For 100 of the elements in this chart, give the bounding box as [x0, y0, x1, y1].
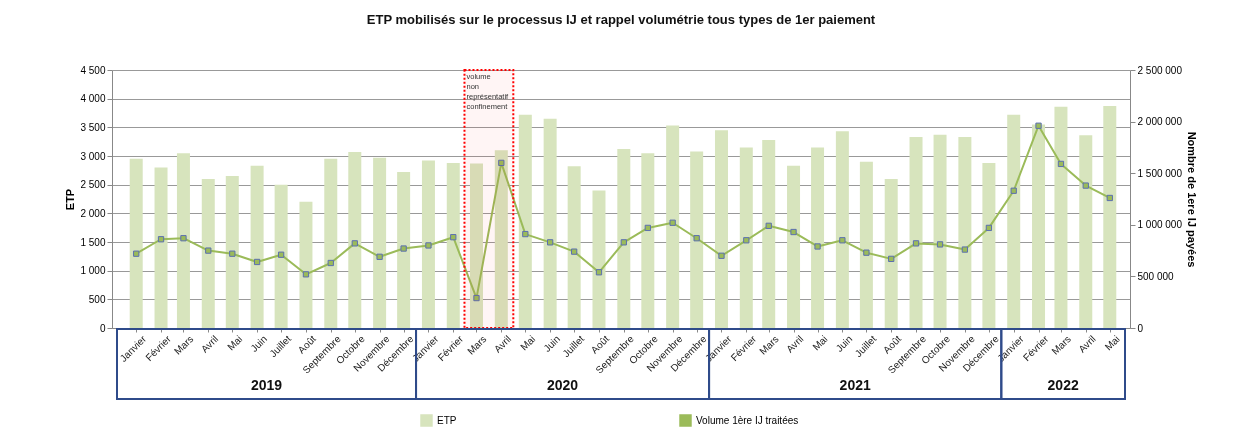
point	[133, 250, 140, 257]
legend-label: ETP	[437, 414, 457, 426]
bar	[201, 178, 215, 328]
y2-tick-label: 1 000 000	[1137, 219, 1183, 231]
point	[936, 241, 944, 248]
y-tick-label: 500	[88, 293, 106, 305]
bar	[1007, 114, 1021, 328]
bar	[1079, 135, 1093, 328]
bar	[641, 153, 655, 328]
x-tick-label: Mai	[810, 333, 830, 353]
point	[180, 235, 187, 242]
y-tick-label: 0	[99, 322, 106, 334]
y2-tick-label: 2 500 000	[1137, 64, 1183, 76]
bar	[494, 150, 508, 328]
bar	[176, 153, 190, 328]
bar	[567, 166, 581, 328]
point	[1057, 160, 1065, 168]
bar	[324, 158, 338, 328]
point	[620, 239, 627, 246]
x-tick-label: Juin	[833, 333, 855, 355]
point	[157, 236, 165, 243]
bar	[739, 147, 753, 328]
point	[1082, 182, 1089, 189]
x-tick-label: Mai	[1102, 333, 1122, 353]
point	[1010, 187, 1017, 194]
point	[961, 246, 969, 253]
text: 2019	[250, 377, 283, 393]
bar	[835, 131, 849, 328]
point	[1035, 122, 1042, 129]
point	[351, 240, 358, 247]
point	[644, 224, 651, 232]
point	[888, 255, 895, 262]
point	[376, 253, 383, 260]
bar	[348, 151, 362, 328]
bar	[958, 137, 972, 328]
y2-tick-label: 0	[1137, 322, 1144, 334]
bar	[811, 147, 825, 328]
point	[814, 243, 821, 250]
bar	[762, 139, 776, 328]
point	[669, 219, 676, 226]
y-tick-label: 2 000	[80, 207, 106, 219]
bar	[933, 134, 947, 328]
point	[839, 237, 846, 244]
text: 2022	[1047, 377, 1079, 393]
y2-tick-label: 1 500 000	[1137, 167, 1183, 179]
bar	[518, 114, 532, 328]
bar	[373, 157, 387, 328]
point	[790, 228, 797, 236]
point	[253, 258, 261, 266]
y-tick-label: 1 000	[80, 265, 106, 277]
y2-tick-label: 500 000	[1137, 270, 1175, 282]
point	[985, 224, 993, 232]
point	[571, 248, 578, 255]
bar	[859, 161, 873, 328]
bar	[1103, 106, 1117, 328]
point	[765, 222, 772, 229]
bar	[690, 151, 704, 328]
point	[595, 269, 603, 276]
chart-title: ETP mobilisés sur le processus IJ et rappel volumétrie tous types de 1er paiement	[366, 12, 876, 27]
y-tick-label: 3 500	[80, 121, 106, 133]
y-tick-label: 2 500	[80, 179, 106, 191]
bar	[421, 160, 435, 328]
point	[205, 247, 212, 254]
y2-axis-title: Nombre de 1ere IJ payées	[1185, 131, 1198, 268]
legend-label: Volume 1ère IJ traitées	[696, 414, 799, 426]
text: 2020	[546, 377, 579, 393]
point	[302, 271, 310, 278]
bar	[250, 165, 264, 328]
point	[498, 159, 505, 167]
y-axis-title: ETP	[64, 188, 77, 211]
bar	[446, 162, 460, 328]
bar	[909, 137, 923, 328]
bar	[1054, 106, 1068, 328]
bar	[397, 172, 411, 328]
bar	[1032, 124, 1046, 328]
point	[743, 237, 750, 244]
x-tick-label: Juin	[248, 333, 270, 355]
point	[693, 235, 700, 242]
bar	[666, 125, 680, 328]
bar	[469, 163, 483, 328]
point	[425, 242, 432, 249]
text: 2021	[839, 377, 871, 393]
point	[912, 240, 920, 247]
bar	[225, 176, 239, 328]
bar	[787, 165, 801, 328]
y-tick-label: 4 500	[80, 64, 106, 76]
point	[400, 245, 407, 252]
bar	[274, 184, 288, 328]
point	[718, 252, 725, 259]
bar	[299, 201, 313, 328]
point	[1106, 194, 1113, 202]
point	[277, 251, 285, 258]
bar	[617, 149, 631, 328]
point	[547, 239, 554, 246]
y-tick-label: 4 000	[80, 93, 106, 105]
x-tick-label: Juin	[541, 333, 563, 355]
bar	[714, 130, 728, 328]
y-tick-label: 3 000	[80, 150, 106, 162]
bar	[129, 158, 143, 328]
point	[863, 249, 870, 256]
